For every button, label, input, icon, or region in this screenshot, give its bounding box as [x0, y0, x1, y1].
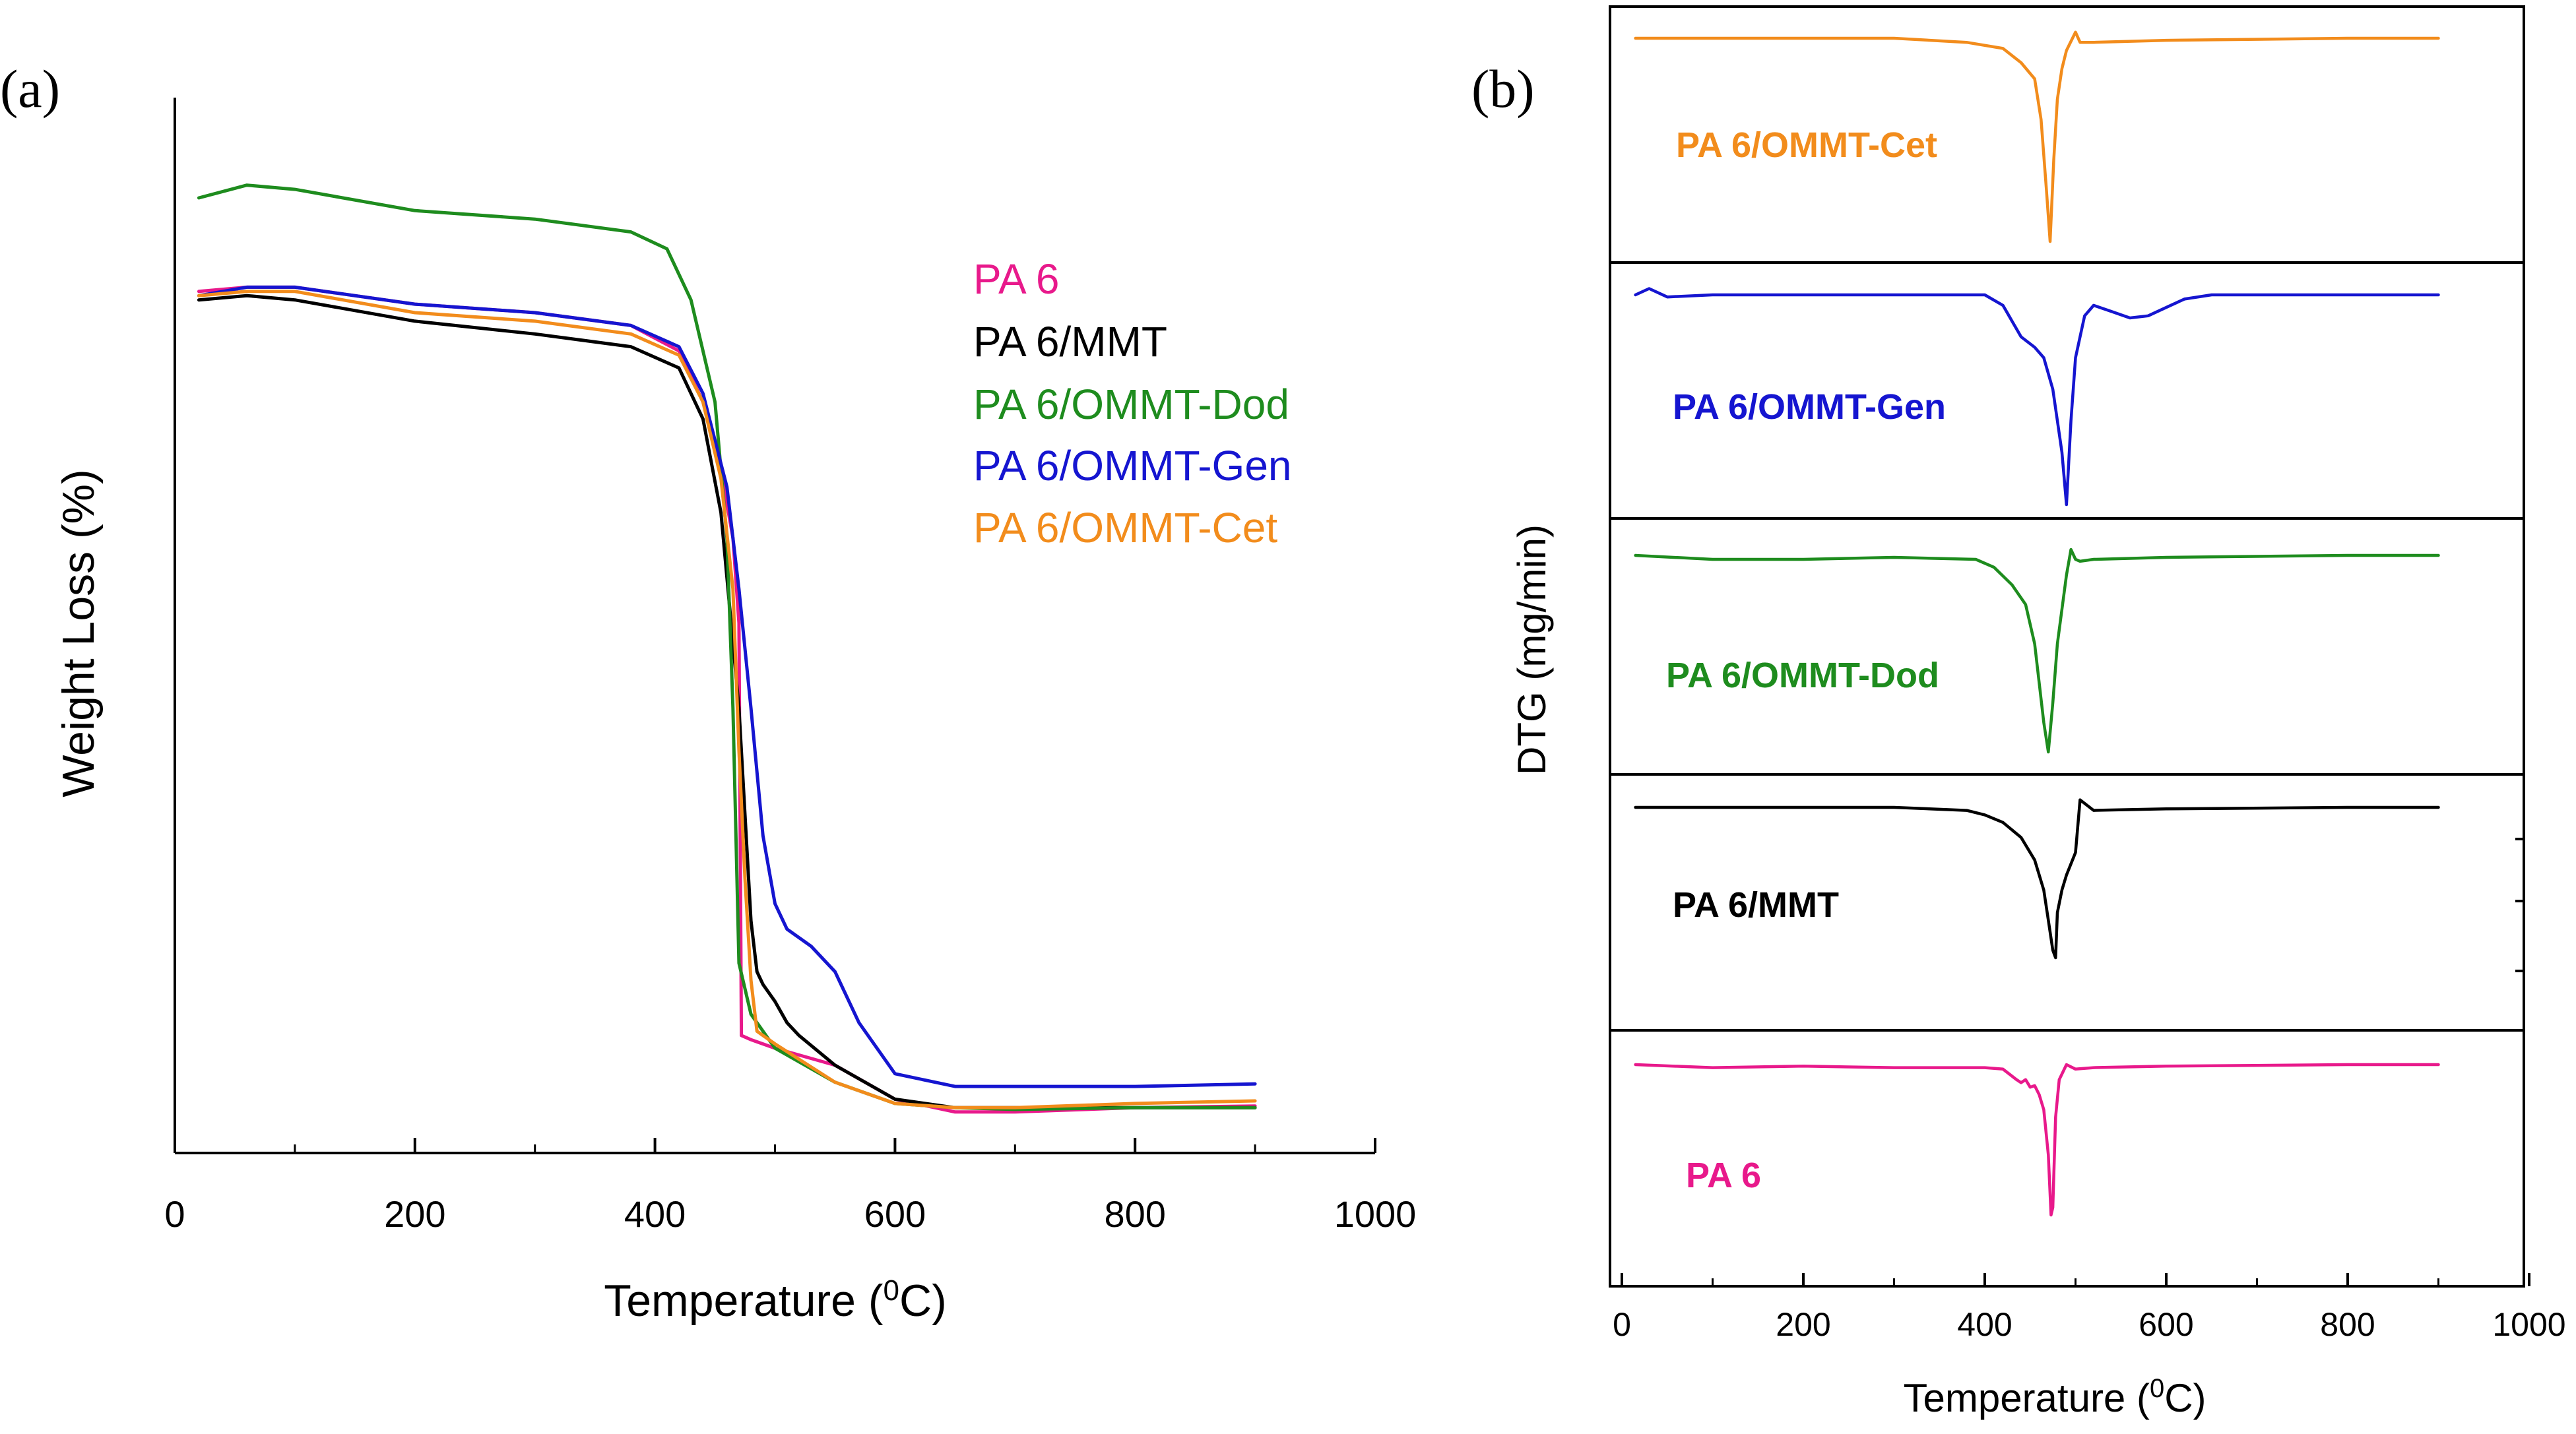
series-line-pa-6-ommt-cet — [197, 290, 1257, 1109]
panel-a-label: (a) — [0, 59, 60, 119]
panel-a-series-lines — [197, 183, 1257, 1114]
x-tick-label: 200 — [384, 1193, 445, 1235]
panel-b-series-lines — [1634, 30, 2440, 1217]
panel-b-x-axis-title: Temperature (0C) — [1903, 1374, 2206, 1420]
dtg-line-pa-6-mmt — [1634, 798, 2440, 960]
x-tick-label: 200 — [1776, 1306, 1830, 1343]
dtg-line-pa-6-ommt-gen — [1634, 287, 2440, 507]
subplot-label-pa6-ommt-gen: PA 6/OMMT-Gen — [1673, 387, 1946, 427]
panel-b-frame — [1609, 5, 2525, 1288]
x-tick-label: 600 — [2139, 1306, 2193, 1343]
panel-b-y-axis-title: DTG (mg/min) — [1510, 524, 1554, 775]
subplot-label-pa6-ommt-dod: PA 6/OMMT-Dod — [1666, 656, 1939, 695]
x-tick-label: 400 — [1957, 1306, 2012, 1343]
x-tick-label: 0 — [1613, 1306, 1631, 1343]
subplot-label-pa6: PA 6 — [1686, 1156, 1761, 1195]
dtg-line-pa-6-ommt-dod — [1634, 547, 2440, 754]
panel-b-dtg-chart: (b) 0 200 400 600 800 1000 Temperature (0C) D… — [1471, 5, 2566, 1420]
legend-entry-pa6-ommt-gen: PA 6/OMMT-Gen — [973, 442, 1292, 489]
legend-entry-pa6-ommt-cet: PA 6/OMMT-Cet — [973, 504, 1277, 551]
legend-entry-pa6: PA 6 — [973, 255, 1059, 303]
panel-a-y-axis-title: Weight Loss (%) — [53, 469, 104, 797]
subplot-label-pa6-ommt-cet: PA 6/OMMT-Cet — [1676, 125, 1937, 165]
panel-a-tga-chart: (a) 0 200 400 600 800 1000 Temperature (0C) W… — [0, 59, 1416, 1326]
x-tick-label: 1000 — [2492, 1306, 2565, 1343]
panel-a-x-ticks: 0 200 400 600 800 1000 — [164, 1138, 1416, 1235]
panel-b-x-ticks: 0 200 400 600 800 1000 — [1613, 1273, 2566, 1343]
x-tick-label: 1000 — [1334, 1193, 1417, 1235]
x-tick-label: 0 — [164, 1193, 185, 1235]
x-tick-label: 600 — [864, 1193, 926, 1235]
dtg-line-pa-6-ommt-cet — [1634, 30, 2440, 243]
series-line-pa-6-mmt — [197, 294, 1257, 1109]
x-tick-label: 800 — [1104, 1193, 1165, 1235]
x-tick-label: 400 — [624, 1193, 686, 1235]
legend-entry-pa6-ommt-dod: PA 6/OMMT-Dod — [973, 381, 1289, 428]
dtg-line-pa-6 — [1634, 1063, 2440, 1217]
panel-a-legend: PA 6 PA 6/MMT PA 6/OMMT-Dod PA 6/OMMT-Ge… — [973, 255, 1292, 551]
x-tick-label: 800 — [2320, 1306, 2375, 1343]
panel-b-label: (b) — [1471, 59, 1535, 119]
legend-entry-pa6-mmt: PA 6/MMT — [973, 318, 1167, 365]
series-line-pa-6-ommt-gen — [197, 285, 1257, 1088]
panel-a-x-axis-title: Temperature (0C) — [604, 1274, 947, 1326]
subplot-label-pa6-mmt: PA 6/MMT — [1673, 885, 1839, 925]
